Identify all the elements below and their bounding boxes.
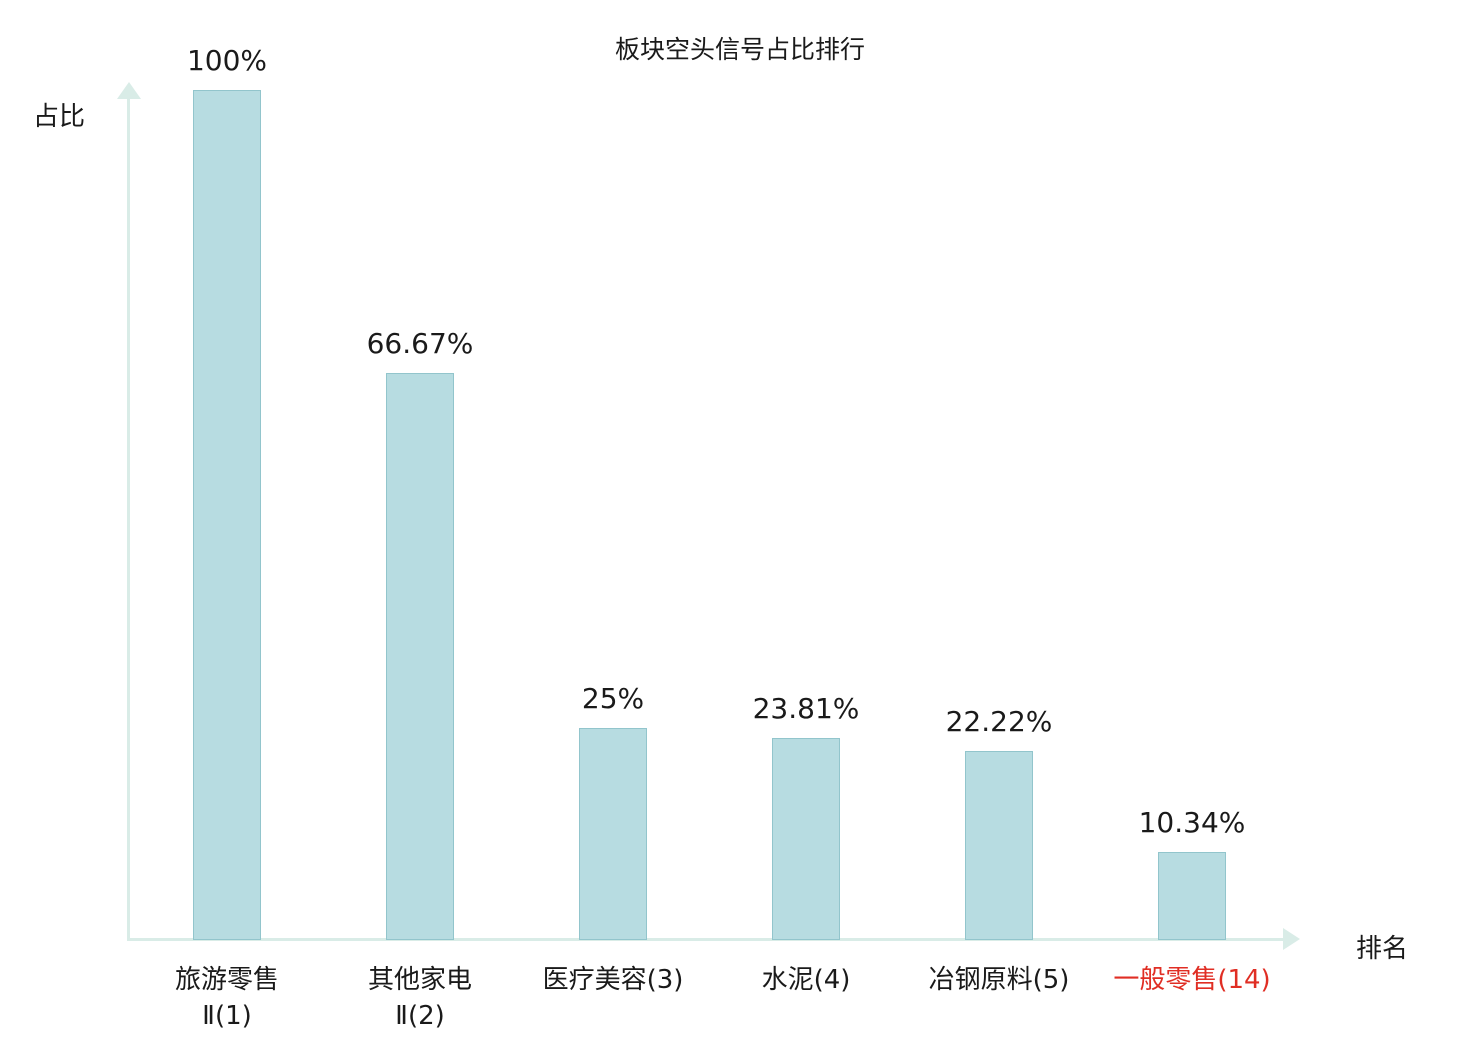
bar-value-label: 23.81%: [752, 691, 860, 725]
bar: [965, 751, 1033, 940]
y-axis-line: [127, 96, 130, 941]
bar-category-label: 旅游零售 Ⅱ(1): [87, 962, 367, 1034]
bar-category-label-line: 旅游零售: [174, 965, 279, 995]
y-axis-label: 占比: [33, 102, 86, 132]
bar: [1158, 852, 1226, 940]
bar-category-label-line: Ⅱ(1): [202, 1001, 252, 1031]
bar: [772, 737, 840, 940]
bar: [193, 90, 261, 940]
x-axis-label: 排名: [1356, 934, 1409, 964]
bar-category-label-line: 水泥(4): [761, 965, 851, 995]
bar-value-label: 66.67%: [366, 327, 474, 361]
bar: [579, 727, 647, 940]
bar-category-label-line: 医疗美容(3): [542, 965, 684, 995]
bar-category-label: 水泥(4): [666, 962, 946, 998]
bar-value-label: 25%: [581, 681, 645, 715]
bar-category-label: 一般零售(14): [1052, 962, 1332, 998]
bar-category-label: 其他家电 Ⅱ(2): [280, 962, 560, 1034]
bar-category-label-line: Ⅱ(2): [395, 1001, 445, 1031]
bar-category-label-line: 冶钢原料(5): [928, 965, 1070, 995]
bar: [386, 373, 454, 940]
chart-title: 板块空头信号占比排行: [614, 35, 865, 64]
bar-category-label: 医疗美容(3): [473, 962, 753, 998]
bar-category-label-line: 一般零售(14): [1113, 965, 1271, 995]
x-axis-line: [127, 938, 1285, 941]
bar-category-label: 冶钢原料(5): [859, 962, 1139, 998]
x-axis-arrow-icon: [1283, 928, 1300, 950]
bar-value-label: 10.34%: [1138, 806, 1246, 840]
bar-value-label: 100%: [186, 44, 268, 77]
bar-category-label-line: 其他家电: [367, 965, 472, 995]
bar-value-label: 22.22%: [945, 705, 1053, 739]
y-axis-arrow-icon: [117, 82, 141, 99]
